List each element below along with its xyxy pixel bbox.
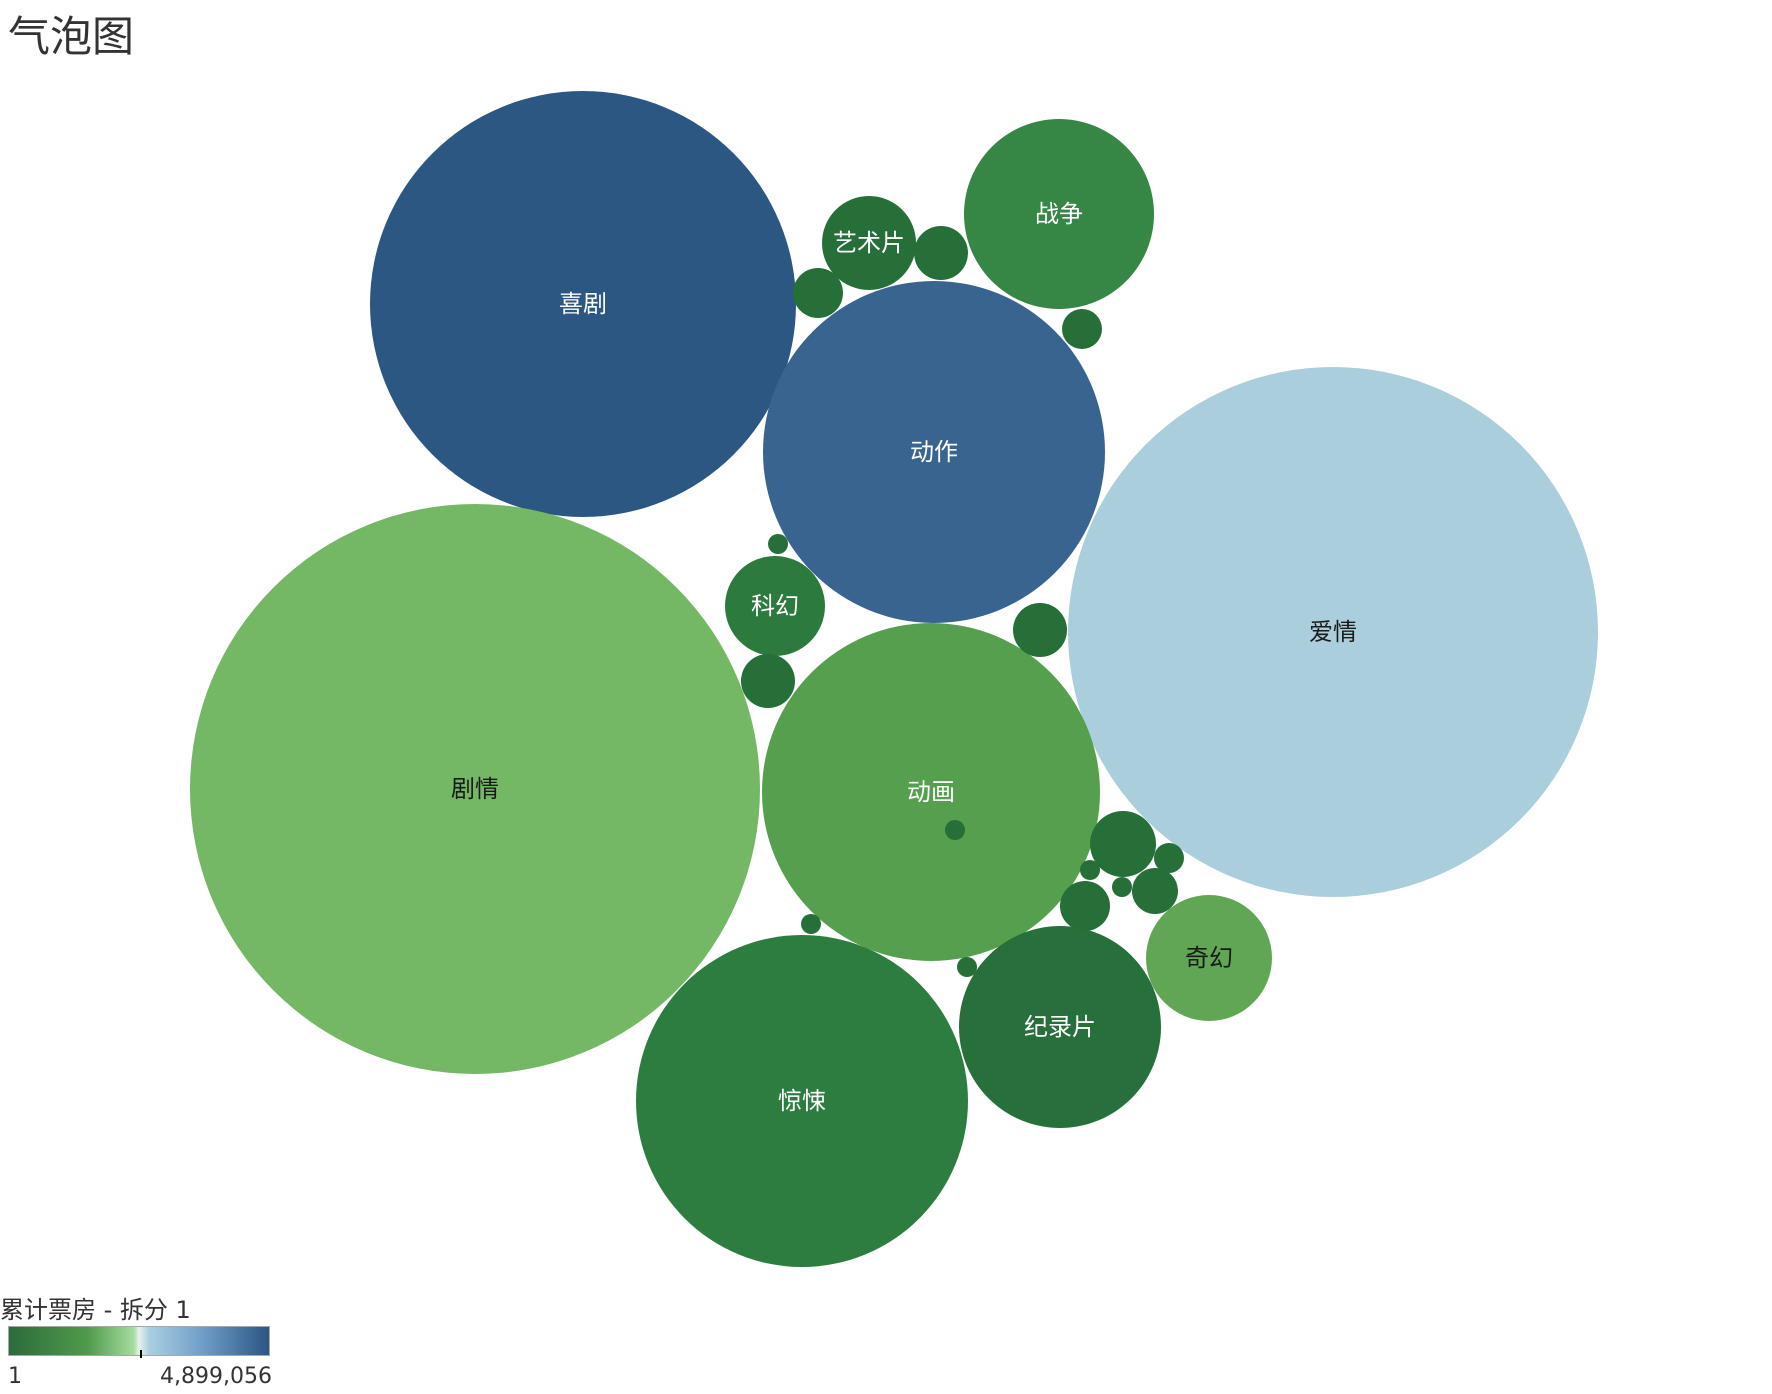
bubble-small-12[interactable] <box>1060 881 1110 931</box>
bubble-科幻[interactable] <box>725 556 825 656</box>
bubble-label: 爱情 <box>1309 618 1357 646</box>
bubble-动作[interactable] <box>763 281 1105 623</box>
bubble-label: 动作 <box>910 438 958 466</box>
legend-min-label: 1 <box>8 1364 22 1389</box>
bubble-爱情[interactable] <box>1068 367 1598 897</box>
bubble-label: 剧情 <box>451 775 499 803</box>
bubble-喜剧[interactable] <box>370 91 796 517</box>
legend-max-label: 4,899,056 <box>160 1364 272 1389</box>
bubble-label: 奇幻 <box>1185 944 1233 972</box>
bubble-small-13[interactable] <box>801 914 821 934</box>
legend-tick <box>140 1350 142 1358</box>
bubble-惊悚[interactable] <box>636 935 968 1267</box>
bubble-small-10[interactable] <box>1080 860 1100 880</box>
bubble-战争[interactable] <box>964 119 1154 309</box>
bubble-small-14[interactable] <box>957 957 977 977</box>
bubble-剧情[interactable] <box>190 504 760 1074</box>
bubble-small-9[interactable] <box>1132 868 1178 914</box>
bubble-艺术片[interactable] <box>822 196 916 290</box>
bubble-label: 喜剧 <box>559 290 607 318</box>
bubble-small-8[interactable] <box>1154 843 1184 873</box>
bubble-small-2[interactable] <box>914 226 968 280</box>
bubble-small-3[interactable] <box>1062 309 1102 349</box>
bubble-label: 战争 <box>1035 200 1083 228</box>
color-legend: 累计票房 - 拆分 1 1 4,899,056 <box>0 1290 300 1390</box>
bubble-label: 动画 <box>907 778 955 806</box>
bubble-small-7[interactable] <box>1090 811 1156 877</box>
bubble-small-1[interactable] <box>793 268 843 318</box>
bubble-small-15[interactable] <box>945 820 965 840</box>
bubble-动画[interactable] <box>762 623 1100 961</box>
bubble-label: 惊悚 <box>778 1087 826 1115</box>
bubble-small-11[interactable] <box>1112 877 1132 897</box>
bubble-奇幻[interactable] <box>1146 895 1272 1021</box>
bubble-small-5[interactable] <box>768 534 788 554</box>
chart-title: 气泡图 <box>8 12 135 61</box>
bubble-纪录片[interactable] <box>959 926 1161 1128</box>
bubble-label: 科幻 <box>751 592 799 620</box>
bubble-label: 艺术片 <box>833 229 905 257</box>
bubble-small-6[interactable] <box>1013 603 1067 657</box>
legend-gradient-bar <box>8 1326 270 1356</box>
bubble-small-4[interactable] <box>741 654 795 708</box>
legend-title: 累计票房 - 拆分 1 <box>0 1296 191 1324</box>
bubble-label: 纪录片 <box>1024 1013 1096 1041</box>
